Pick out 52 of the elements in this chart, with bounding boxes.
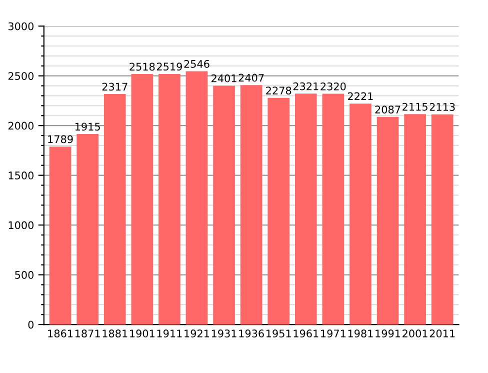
y-tick-label: 0	[28, 320, 34, 329]
bar	[268, 98, 290, 325]
y-tick-label: 1000	[8, 221, 34, 230]
bar	[431, 114, 454, 325]
data-label: 2519	[156, 62, 182, 71]
data-label: 2221	[348, 92, 373, 100]
y-tick-label: 500	[15, 271, 34, 279]
x-tick-label: 1921	[184, 330, 210, 338]
data-label: 2320	[320, 82, 346, 90]
data-label: 2401	[212, 74, 236, 82]
y-tick-label: 3000	[8, 22, 34, 30]
bar	[104, 94, 126, 325]
x-tick-label: 2011	[430, 330, 455, 338]
data-label: 2518	[130, 62, 155, 71]
x-tick-label: 1901	[130, 330, 154, 338]
bar	[240, 85, 262, 325]
data-label: 2087	[375, 106, 400, 114]
x-tick-label: 1951	[266, 330, 291, 338]
bar	[213, 86, 235, 325]
x-tick-label: 1931	[212, 330, 236, 338]
x-tick-label: 1961	[294, 330, 318, 338]
y-tick-label: 2000	[8, 122, 34, 130]
data-label: 2321	[293, 82, 318, 90]
data-label: 2278	[266, 86, 292, 95]
x-tick-label: 1861	[48, 330, 73, 338]
data-label: 1789	[48, 135, 73, 144]
y-tick-label: 1500	[8, 172, 34, 180]
bar	[76, 134, 98, 325]
bar	[294, 94, 317, 325]
x-tick-label: 1871	[75, 330, 100, 338]
bar	[158, 74, 180, 325]
x-tick-label: 1936	[239, 330, 264, 338]
x-tick-label: 2001	[402, 330, 428, 338]
data-label: 2546	[184, 60, 210, 68]
data-label: 2113	[430, 103, 455, 111]
bar	[49, 146, 72, 325]
bar	[350, 104, 372, 325]
y-tick-label: 2500	[8, 72, 34, 80]
x-tick-label: 1881	[102, 330, 128, 338]
x-tick-label: 1981	[348, 330, 373, 338]
data-label: 2115	[402, 102, 428, 111]
data-label: 2407	[238, 74, 264, 82]
data-label: 1915	[75, 122, 100, 131]
x-tick-label: 1991	[376, 330, 400, 338]
bar	[404, 114, 426, 325]
bar	[376, 116, 399, 325]
x-tick-label: 1911	[157, 330, 182, 338]
bar	[322, 94, 344, 325]
x-tick-label: 1971	[321, 330, 346, 338]
data-label: 2317	[102, 82, 128, 91]
bar	[131, 74, 154, 325]
bar	[186, 71, 208, 325]
